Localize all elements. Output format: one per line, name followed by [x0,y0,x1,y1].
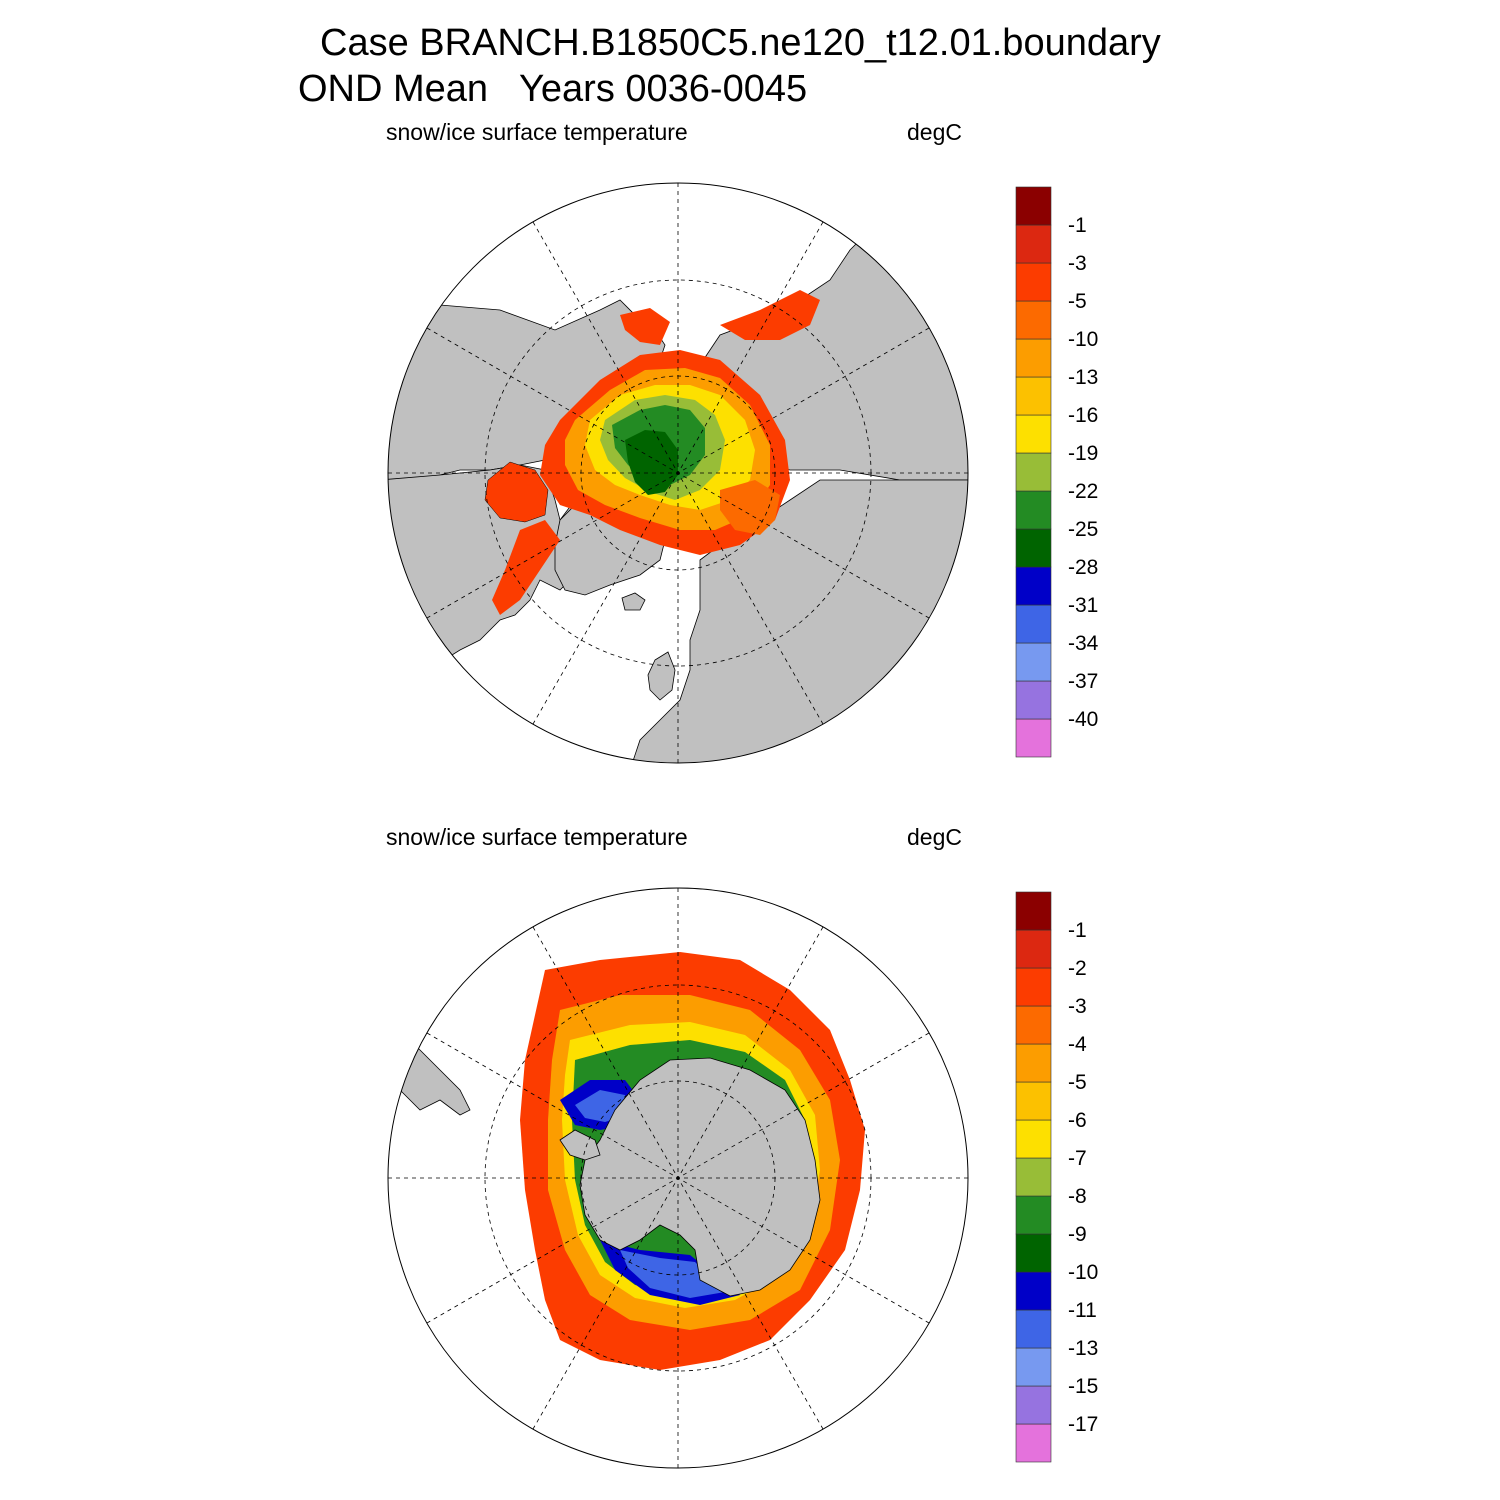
north-ice-okhotsk-bering [720,290,820,340]
south-colorbar-swatch [1015,1195,1052,1235]
south-colorbar-swatch [1015,1157,1052,1197]
north-colorbar-tick-label: -19 [1068,442,1098,465]
north-ice-band-dark-green [625,430,678,495]
south-colorbar: -1 -2 -3 -4 -5 -6 -7 -8 -9 -10 -11 -13 -15 -17 [1015,891,1098,1463]
north-colorbar-tick-label: -40 [1068,708,1098,731]
south-colorbar-swatch [1015,1423,1052,1463]
north-graticule [388,183,968,763]
south-colorbar-tick-label: -3 [1068,995,1087,1018]
south-colorbar-tick-label: -8 [1068,1185,1087,1208]
north-colorbar-tick-label: -16 [1068,404,1098,427]
north-colorbar-tick-label: -34 [1068,632,1099,655]
north-colorbar-tick-label: -37 [1068,670,1098,693]
south-colorbar-tick-label: -2 [1068,957,1087,980]
north-colorbar-swatch [1015,186,1052,226]
north-colorbar-tick-label: -13 [1068,366,1098,389]
south-colorbar-swatch [1015,1233,1052,1273]
south-colorbar-tick-label: -7 [1068,1147,1087,1170]
north-ice-hudson-bay [484,461,549,523]
north-colorbar-swatch [1015,490,1052,530]
south-panel-units-label: degC [907,824,962,850]
north-panel-variable-label: snow/ice surface temperature [386,119,688,145]
south-colorbar-tick-label: -6 [1068,1109,1087,1132]
north-ice-barents-sea [720,480,780,535]
north-colorbar-swatch [1015,604,1052,644]
south-colorbar-tick-label: -4 [1068,1033,1087,1056]
north-colorbar-swatch [1015,300,1052,340]
north-polar-map [387,182,969,764]
south-map-border [387,887,969,1469]
south-colorbar-tick-label: -10 [1068,1261,1098,1284]
north-ice-labrador-strait [492,520,560,615]
south-colorbar-tick-label: -13 [1068,1337,1098,1360]
north-colorbar-tick-label: -28 [1068,556,1098,579]
south-colorbar-swatch [1015,1385,1052,1425]
north-colorbar-swatch [1015,528,1052,568]
north-colorbar-tick-label: -25 [1068,518,1098,541]
south-colorbar-swatch [1015,1347,1052,1387]
north-colorbar-tick-label: -22 [1068,480,1098,503]
south-land-antarctica [579,1057,821,1297]
south-colorbar-swatch [1015,1119,1052,1159]
north-colorbar-tick-label: -5 [1068,290,1087,313]
south-colorbar-swatch [1015,1043,1052,1083]
north-colorbar-tick-label: -31 [1068,594,1098,617]
north-colorbar-swatch [1015,338,1052,378]
south-polar-map [387,887,969,1469]
figure-title-period: OND Mean Years 0036-0045 [298,68,808,110]
north-colorbar-tick-label: -3 [1068,252,1087,275]
north-map-border [387,182,969,764]
south-colorbar-swatch [1015,1005,1052,1045]
south-colorbar-swatch [1015,1309,1052,1349]
south-ice-ross-light-blue [620,1250,725,1298]
south-panel-variable-label: snow/ice surface temperature [386,824,688,850]
north-colorbar-swatch [1015,414,1052,454]
north-land-iceland [621,592,646,611]
figure-title-case: Case BRANCH.B1850C5.ne120_t12.01.boundar… [320,22,1161,64]
north-panel-units-label: degC [907,119,962,145]
north-colorbar-swatch [1015,376,1052,416]
south-colorbar-tick-label: -15 [1068,1375,1098,1398]
north-land-british-isles [647,651,676,701]
south-colorbar-tick-label: -1 [1068,919,1087,942]
south-colorbar-swatch [1015,891,1052,931]
north-colorbar-swatch [1015,262,1052,302]
north-colorbar-tick-label: -1 [1068,214,1087,237]
south-colorbar-swatch [1015,967,1052,1007]
north-colorbar-swatch [1015,224,1052,264]
north-colorbar-swatch [1015,452,1052,492]
north-colorbar-swatch [1015,680,1052,720]
north-colorbar-swatch [1015,642,1052,682]
south-colorbar-swatch [1015,1081,1052,1121]
south-colorbar-tick-label: -9 [1068,1223,1087,1246]
south-colorbar-tick-label: -17 [1068,1413,1098,1436]
south-colorbar-swatch [1015,929,1052,969]
north-ice-chukchi [620,308,670,345]
north-colorbar: -1 -3 -5 -10 -13 -16 -19 -22 -25 -28 -31 -34 -37 -40 [1015,186,1099,758]
north-colorbar-swatch [1015,718,1052,758]
north-colorbar-tick-label: -10 [1068,328,1098,351]
south-colorbar-tick-label: -11 [1068,1299,1097,1322]
south-graticule [388,888,968,1468]
north-colorbar-swatch [1015,566,1052,606]
south-colorbar-tick-label: -5 [1068,1071,1087,1094]
south-colorbar-swatch [1015,1271,1052,1311]
